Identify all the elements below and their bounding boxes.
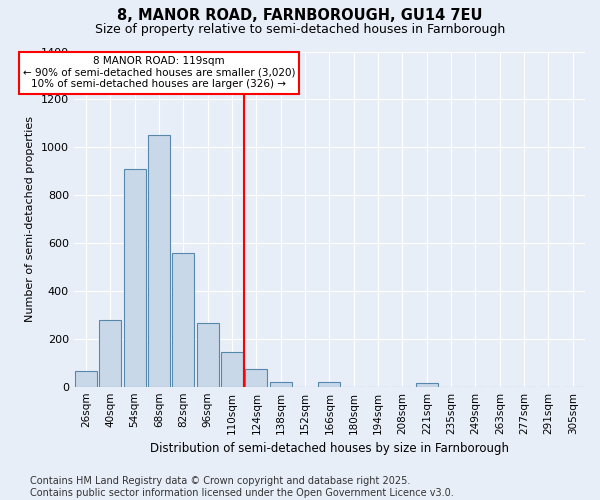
Bar bbox=[416, 383, 438, 386]
X-axis label: Distribution of semi-detached houses by size in Farnborough: Distribution of semi-detached houses by … bbox=[150, 442, 509, 455]
Text: 8, MANOR ROAD, FARNBOROUGH, GU14 7EU: 8, MANOR ROAD, FARNBOROUGH, GU14 7EU bbox=[117, 8, 483, 22]
Bar bbox=[148, 136, 170, 386]
Bar bbox=[221, 352, 243, 386]
Y-axis label: Number of semi-detached properties: Number of semi-detached properties bbox=[25, 116, 35, 322]
Bar bbox=[75, 371, 97, 386]
Bar bbox=[197, 323, 218, 386]
Text: 8 MANOR ROAD: 119sqm
← 90% of semi-detached houses are smaller (3,020)
10% of se: 8 MANOR ROAD: 119sqm ← 90% of semi-detac… bbox=[23, 56, 295, 90]
Bar bbox=[319, 382, 340, 386]
Bar bbox=[124, 169, 146, 386]
Text: Size of property relative to semi-detached houses in Farnborough: Size of property relative to semi-detach… bbox=[95, 22, 505, 36]
Bar bbox=[245, 368, 267, 386]
Bar bbox=[172, 252, 194, 386]
Bar bbox=[100, 320, 121, 386]
Text: Contains HM Land Registry data © Crown copyright and database right 2025.
Contai: Contains HM Land Registry data © Crown c… bbox=[30, 476, 454, 498]
Bar bbox=[270, 382, 292, 386]
